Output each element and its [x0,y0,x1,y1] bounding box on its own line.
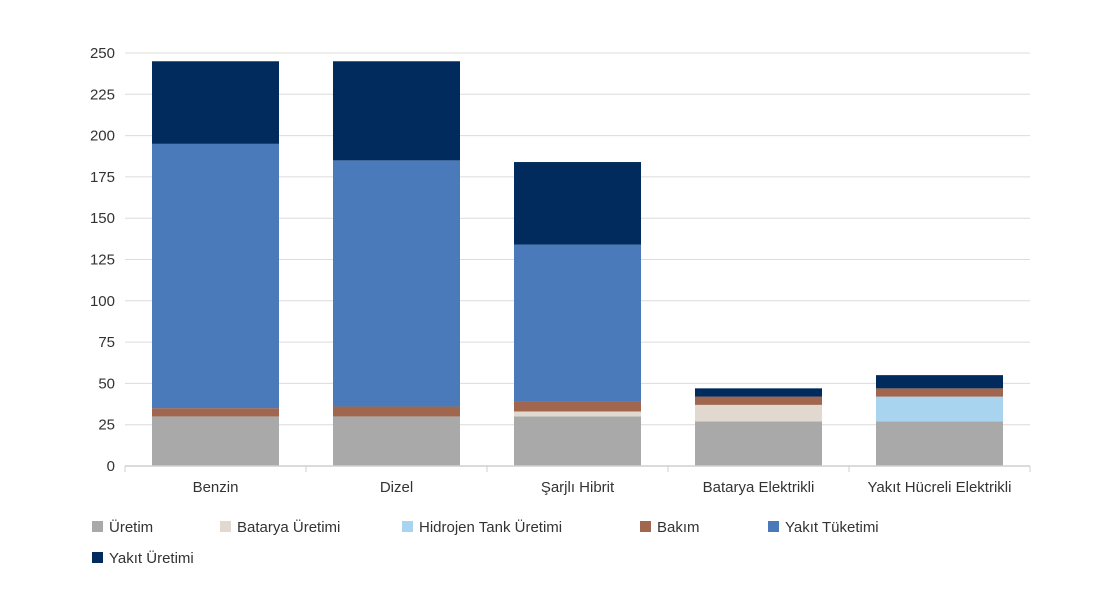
bar-segment[interactable] [514,416,641,466]
bar-segment[interactable] [514,401,641,412]
y-tick-label: 250 [90,45,115,62]
bar-segment[interactable] [152,143,279,409]
legend-swatch [92,521,103,532]
legend-label: Üretim [109,518,153,536]
legend-item[interactable]: Bakım [640,519,700,536]
bar-segment[interactable] [876,388,1003,397]
y-tick-label: 25 [98,417,115,434]
y-tick-label: 175 [90,169,115,186]
bar-segment[interactable] [876,396,1003,422]
bar-segment[interactable] [695,421,822,466]
bar-segment[interactable] [152,416,279,466]
y-tick-label: 50 [98,375,115,392]
bar-segment[interactable] [333,61,460,161]
x-category-label: Dizel [380,479,413,496]
x-category-label: Yakıt Hücreli Elektrikli [868,479,1012,496]
bar-segment[interactable] [695,404,822,422]
legend-item[interactable]: Yakıt Üretimi [92,549,194,567]
x-axis [124,465,1031,472]
bar-segment[interactable] [514,411,641,417]
bar-segment[interactable] [333,406,460,417]
y-tick-label: 225 [90,86,115,103]
legend-label: Yakıt Üretimi [109,549,194,567]
legend-item[interactable]: Üretim [92,518,153,536]
bar-segment[interactable] [876,421,1003,466]
bars [152,61,1003,466]
bar-segment[interactable] [333,416,460,466]
y-tick-label: 150 [90,210,115,227]
legend-label: Batarya Üretimi [237,518,340,536]
legend-label: Yakıt Tüketimi [785,519,879,536]
legend-swatch [402,521,413,532]
bar-segment[interactable] [514,162,641,245]
bar-segment[interactable] [876,375,1003,389]
x-axis-category-labels: Benzin Dizel Şarjlı Hibrit Batarya Elektrik… [193,479,1012,496]
legend-label: Bakım [657,519,700,536]
bar-segment[interactable] [152,61,279,144]
y-tick-label: 200 [90,128,115,145]
y-tick-label: 0 [107,458,115,475]
y-tick-label: 100 [90,293,115,310]
legend-item[interactable]: Hidrojen Tank Üretimi [402,518,562,536]
bar-segment[interactable] [695,388,822,397]
legend-swatch [92,552,103,563]
legend-label: Hidrojen Tank Üretimi [419,518,562,536]
legend-swatch [768,521,779,532]
legend-swatch [220,521,231,532]
legend-item[interactable]: Yakıt Tüketimi [768,519,879,536]
legend[interactable]: Üretim Batarya Üretimi Hidrojen Tank Üreti… [92,518,879,567]
x-category-label: Batarya Elektrikli [703,479,815,496]
legend-swatch [640,521,651,532]
bar-segment[interactable] [333,160,460,407]
y-tick-label: 75 [98,334,115,351]
x-category-label: Benzin [193,479,239,496]
legend-item[interactable]: Batarya Üretimi [220,518,340,536]
bar-segment[interactable] [152,408,279,417]
y-tick-label: 125 [90,252,115,269]
bar-segment[interactable] [695,396,822,405]
y-axis-tick-labels: 0 25 50 75 100 125 150 175 200 225 250 [90,45,115,475]
x-category-label: Şarjlı Hibrit [541,479,615,496]
bar-segment[interactable] [514,244,641,402]
